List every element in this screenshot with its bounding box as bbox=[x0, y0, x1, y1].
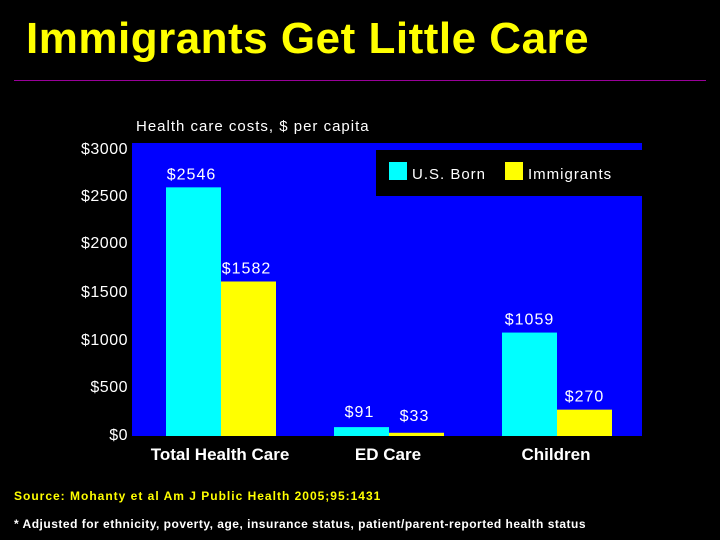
bar-u-s-born-total-health-care bbox=[166, 187, 221, 436]
y-tick-label: $1000 bbox=[81, 332, 128, 349]
footnote: * Adjusted for ethnicity, poverty, age, … bbox=[14, 517, 587, 531]
data-label: $2546 bbox=[167, 166, 217, 183]
title-divider bbox=[14, 80, 706, 81]
legend-label-immigrants: Immigrants bbox=[528, 166, 612, 183]
data-label: $1059 bbox=[505, 312, 555, 329]
y-tick-label: $1500 bbox=[81, 284, 128, 301]
data-label: $91 bbox=[345, 404, 375, 421]
bar-immigrants-ed-care bbox=[389, 432, 444, 436]
x-category-label: Total Health Care bbox=[150, 445, 290, 464]
y-tick-label: $2500 bbox=[81, 188, 128, 205]
legend-swatch-immigrants bbox=[505, 162, 523, 180]
data-label: $1582 bbox=[222, 260, 272, 277]
bar-u-s-born-children bbox=[502, 332, 557, 436]
bar-u-s-born-ed-care bbox=[334, 427, 389, 436]
legend-swatch-us-born bbox=[389, 162, 407, 180]
y-tick-label: $0 bbox=[109, 427, 128, 444]
y-tick-label: $500 bbox=[90, 379, 128, 396]
data-label: $270 bbox=[565, 389, 605, 406]
source-citation: Source: Mohanty et al Am J Public Health… bbox=[14, 489, 382, 503]
x-category-label: ED Care bbox=[354, 445, 422, 464]
legend: U.S. Born Immigrants bbox=[376, 150, 642, 196]
legend-label-us-born: U.S. Born bbox=[412, 166, 486, 183]
x-category-label: Children bbox=[521, 445, 591, 464]
slide-title: Immigrants Get Little Care bbox=[26, 14, 590, 63]
y-tick-label: $2000 bbox=[81, 235, 128, 252]
data-label: $33 bbox=[400, 408, 430, 425]
bar-immigrants-total-health-care bbox=[221, 281, 276, 436]
chart-title: Health care costs, $ per capita bbox=[136, 118, 370, 135]
bar-immigrants-children bbox=[557, 409, 612, 436]
y-tick-label: $3000 bbox=[81, 141, 128, 158]
